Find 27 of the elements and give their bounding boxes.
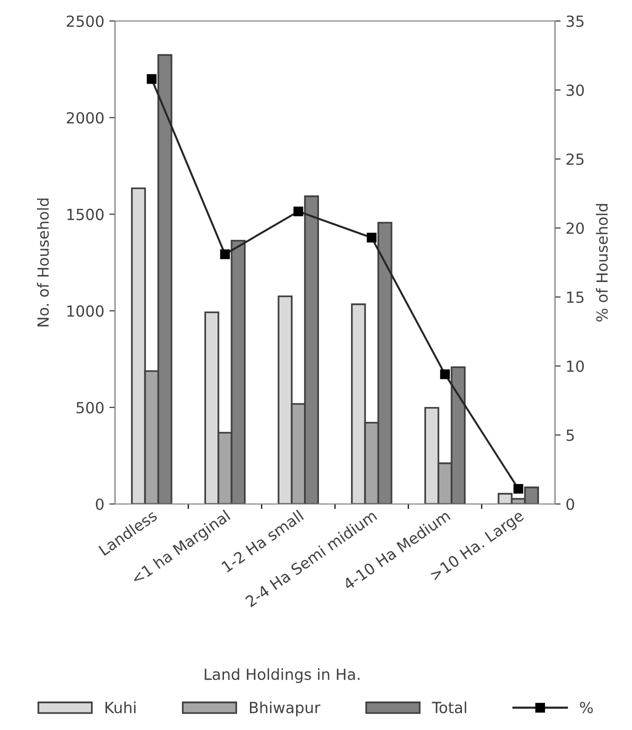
y2-tick-label: 15 — [567, 292, 584, 304]
point — [293, 206, 304, 216]
y2-tick-label: 5 — [566, 430, 574, 442]
legend-label: Kuhi — [106, 701, 136, 714]
point — [440, 369, 450, 380]
point — [146, 74, 157, 84]
y2-tick-label: 20 — [566, 222, 584, 234]
y-tick-label: 2500 — [66, 15, 104, 28]
legend-label: % — [580, 702, 593, 714]
y2-tick-label: 30 — [566, 84, 584, 96]
legend-label: Bhiwapur — [250, 701, 320, 716]
y2-tick-label: 35 — [566, 15, 584, 28]
point — [366, 232, 377, 243]
point — [220, 249, 230, 260]
y-tick-label: 500 — [76, 402, 104, 414]
y-axis-title: No. of Household — [37, 198, 49, 326]
y-tick-label: 1500 — [67, 208, 104, 220]
x-axis-title: Land Holdings in Ha. — [204, 668, 360, 684]
y2-tick-label: 10 — [567, 360, 584, 372]
y2-tick-label: 0 — [566, 498, 574, 510]
y2-axis-title: % of Household — [596, 204, 608, 322]
y-tick-label: 2000 — [66, 112, 104, 124]
point — [513, 484, 524, 494]
y-tick-label: 1000 — [67, 305, 104, 317]
y2-tick-label: 25 — [566, 153, 584, 166]
y-tick-label: 0 — [96, 498, 104, 510]
legend-label: Total — [432, 701, 466, 714]
